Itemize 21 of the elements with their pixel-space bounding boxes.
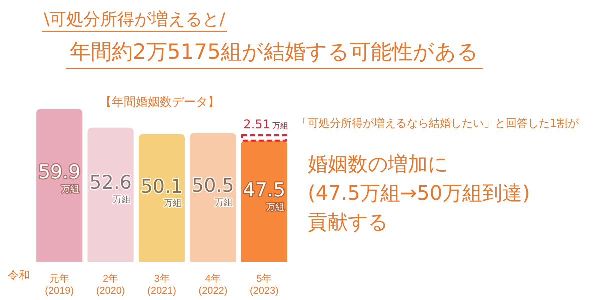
data-label: 52.6 万組 <box>90 172 132 206</box>
chart-title: 年間約2万5175組が結婚する可能性がある <box>66 38 483 69</box>
x-tick-label: 元年 (2019) <box>45 272 74 297</box>
data-label: 2.51 万組 <box>244 118 288 132</box>
data-label: 59.9 万組 <box>38 161 81 195</box>
x-tick-label: 5年 (2023) <box>250 272 279 297</box>
text: 婚姻数の増加に (47.5万組→50万組到達) 貢献する <box>308 151 530 236</box>
bar <box>36 109 83 262</box>
bar <box>88 128 134 262</box>
data-label: 50.1 万組 <box>140 176 184 210</box>
bar <box>190 133 236 262</box>
data-label: 50.5 万組 <box>192 175 234 209</box>
x-tick-label: 2年 (2020) <box>96 272 126 297</box>
data-label: 47.5 万組 <box>243 180 286 214</box>
text: 【年間婚姻数データ】 <box>100 94 220 111</box>
chart-subtitle: \可処分所得が増えると/ <box>42 8 228 32</box>
text: 令和 <box>8 268 30 283</box>
x-tick-label: 4年 (2022) <box>198 272 228 297</box>
x-tick-label: 3年 (2021) <box>148 272 176 297</box>
bar <box>138 134 186 262</box>
text: 「可処分所得が増えるなら結婚したい」と回答した1割が <box>297 116 579 131</box>
